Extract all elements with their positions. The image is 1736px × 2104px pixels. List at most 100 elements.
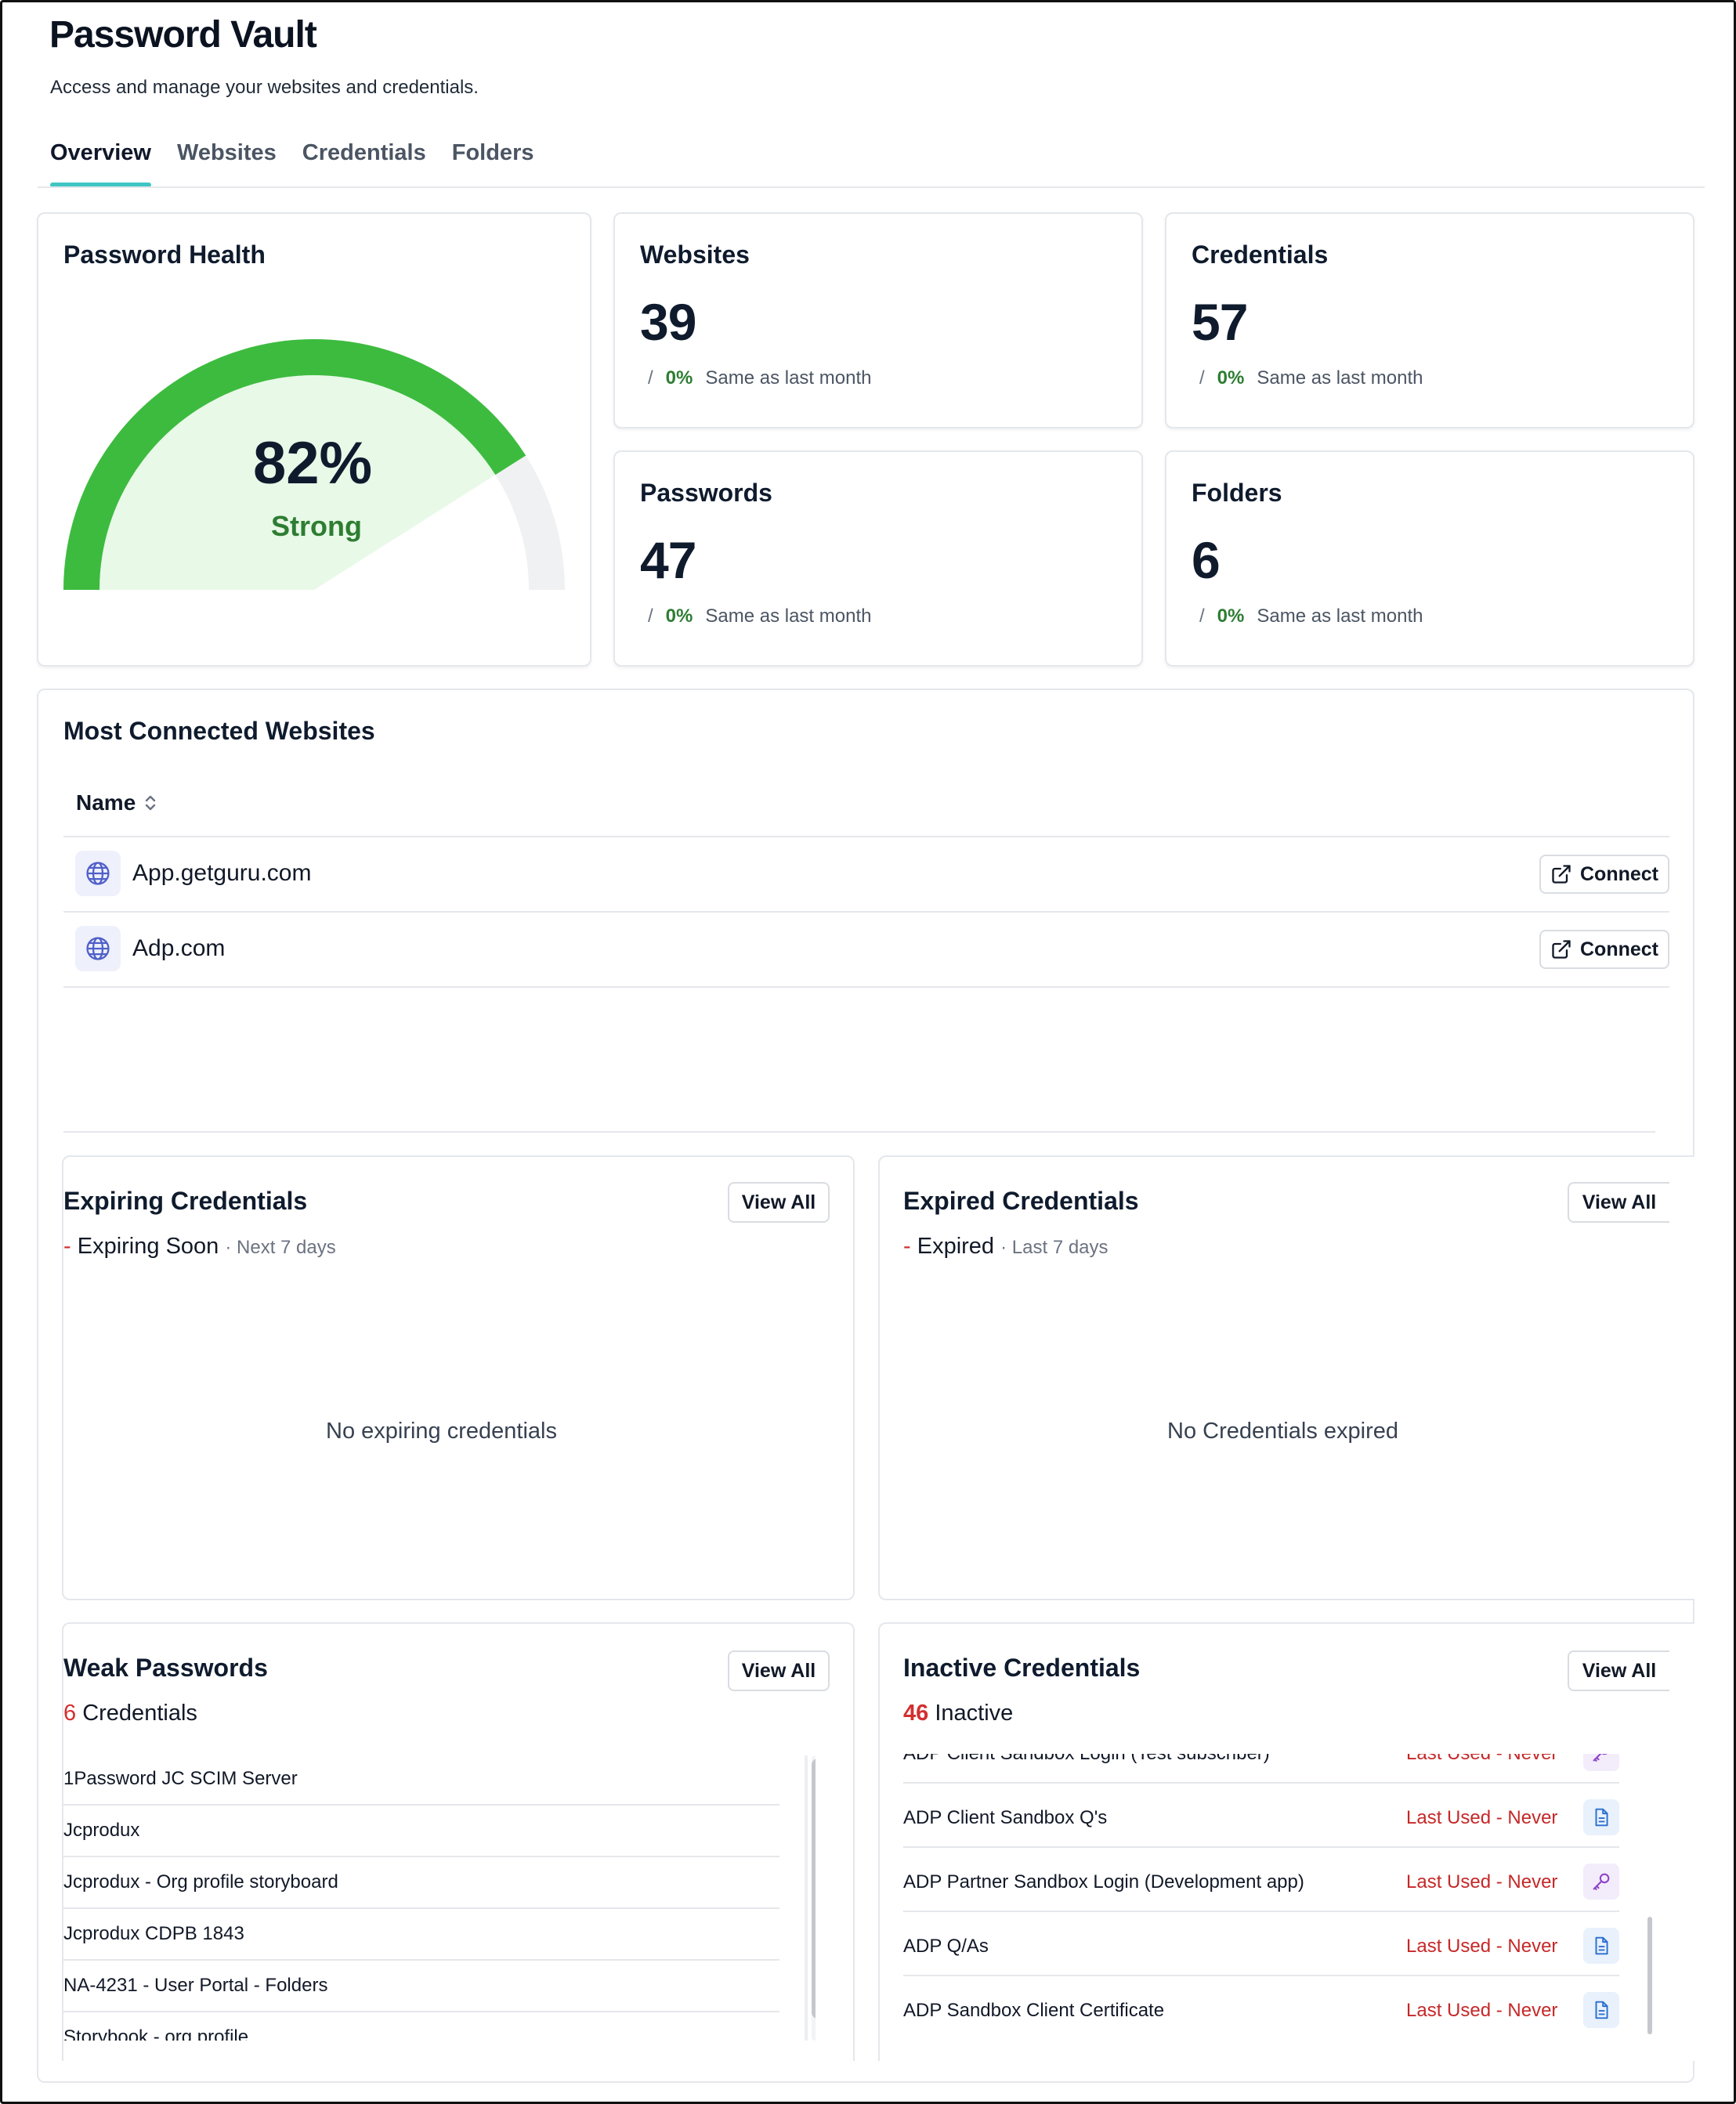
expired-view-all-button[interactable]: View All	[1568, 1182, 1669, 1223]
gauge-track-arc	[495, 455, 565, 591]
credentials-trend-pct: 0%	[1217, 367, 1245, 389]
list-item[interactable]: Jcprodux CDPB 1843	[63, 1923, 244, 1944]
table-row-divider	[63, 986, 1669, 988]
gauge-value-arc	[63, 339, 526, 591]
expired-label: Expired	[917, 1234, 995, 1259]
external-link-icon	[1552, 940, 1571, 959]
list-item[interactable]: Storybook - org profile	[63, 2026, 249, 2041]
tab-bar: Overview Websites Credentials Folders	[50, 140, 533, 187]
websites-trend: / 0% Same as last month	[648, 367, 871, 389]
credential-name: ADP Sandbox Client Certificate	[903, 2000, 1165, 2021]
inactive-credentials-title: Inactive Credentials	[903, 1654, 1141, 1682]
list-item[interactable]: Jcprodux - Org profile storyboard	[63, 1871, 338, 1893]
last-used-status: Last Used - Never	[1406, 1936, 1558, 1957]
inactive-view-all-button[interactable]: View All	[1568, 1650, 1669, 1691]
websites-stat-card[interactable]: Websites 39 / 0% Same as last month	[613, 212, 1143, 428]
view-all-label: View All	[741, 1191, 816, 1213]
weak-count: 6 Credentials	[63, 1701, 197, 1726]
document-icon[interactable]	[1583, 1992, 1619, 2028]
list-item[interactable]: ADP Q/As Last Used - Never	[903, 1928, 1619, 1965]
trend-flat-icon: /	[648, 367, 653, 389]
credential-name: ADP Client Sandbox Login (Test subscribe…	[903, 1754, 1270, 1765]
folders-trend-pct: 0%	[1217, 606, 1245, 627]
most-connected-title: Most Connected Websites	[63, 717, 375, 745]
trend-flat-icon: /	[1199, 367, 1205, 389]
name-column-header[interactable]: Name	[76, 790, 157, 815]
list-divider	[63, 2011, 779, 2012]
trend-flat-icon: /	[648, 606, 653, 627]
globe-icon	[75, 851, 121, 896]
list-item[interactable]: ADP Client Sandbox Login (Test subscribe…	[903, 1754, 1619, 1773]
view-all-label: View All	[1582, 1191, 1657, 1213]
document-icon[interactable]	[1583, 1928, 1619, 1964]
passwords-stat-value: 47	[640, 531, 696, 589]
folders-stat-title: Folders	[1192, 479, 1282, 507]
expiring-view-all-button[interactable]: View All	[728, 1182, 830, 1223]
list-item[interactable]: 1Password JC SCIM Server	[63, 1768, 298, 1789]
folders-stat-card[interactable]: Folders 6 / 0% Same as last month	[1165, 450, 1694, 667]
key-icon[interactable]	[1583, 1864, 1619, 1900]
trend-flat-icon: /	[1199, 606, 1205, 627]
expiring-subtitle: - Expiring Soon · Next 7 days	[63, 1234, 336, 1260]
expired-empty-state: No Credentials expired	[1167, 1419, 1398, 1444]
list-item[interactable]: Jcprodux	[63, 1820, 140, 1841]
globe-icon	[75, 926, 121, 971]
list-divider	[63, 1907, 779, 1909]
expiring-meta: · Next 7 days	[225, 1237, 336, 1258]
connect-button[interactable]: Connect	[1539, 855, 1669, 894]
health-percent: 82%	[253, 430, 373, 497]
last-used-status: Last Used - Never	[1406, 1871, 1558, 1893]
table-row-divider	[63, 911, 1669, 913]
scrollbar-track[interactable]	[805, 1755, 808, 2041]
inactive-credentials-list[interactable]: ADP Client Sandbox Login (Test subscribe…	[903, 1754, 1655, 2053]
weak-passwords-card	[62, 1622, 855, 2061]
list-item[interactable]: ADP Partner Sandbox Login (Development a…	[903, 1864, 1619, 1901]
website-name[interactable]: App.getguru.com	[132, 860, 312, 886]
credential-name: ADP Partner Sandbox Login (Development a…	[903, 1871, 1304, 1893]
list-divider	[903, 1782, 1619, 1784]
list-item[interactable]: ADP Sandbox Client Certificate Last Used…	[903, 1992, 1619, 2030]
health-gauge	[63, 339, 565, 591]
expired-subtitle: - Expired · Last 7 days	[903, 1234, 1109, 1260]
passwords-trend: / 0% Same as last month	[648, 606, 871, 627]
list-divider	[63, 1856, 779, 1857]
document-icon[interactable]	[1583, 1799, 1619, 1835]
tab-credentials[interactable]: Credentials	[302, 140, 426, 165]
connect-button[interactable]: Connect	[1539, 930, 1669, 969]
list-item[interactable]: NA-4231 - User Portal - Folders	[63, 1975, 328, 1996]
expired-credentials-title: Expired Credentials	[903, 1187, 1139, 1215]
expiring-credentials-card	[62, 1155, 855, 1600]
weak-passwords-list[interactable]: 1Password JC SCIM Server Jcprodux Jcprod…	[63, 1754, 816, 2041]
expired-meta: · Last 7 days	[1000, 1237, 1109, 1258]
inactive-count-value: 46	[903, 1701, 929, 1726]
credentials-stat-card[interactable]: Credentials 57 / 0% Same as last month	[1165, 212, 1694, 428]
credentials-trend: / 0% Same as last month	[1199, 367, 1423, 389]
page-title: Password Vault	[49, 14, 317, 56]
tab-websites[interactable]: Websites	[176, 140, 277, 165]
health-status: Strong	[271, 510, 362, 542]
name-column-label: Name	[76, 790, 136, 815]
scrollbar-thumb[interactable]	[812, 1759, 816, 2019]
expiring-label: Expiring Soon	[77, 1234, 219, 1259]
expired-credentials-card	[878, 1155, 1694, 1600]
list-item[interactable]: ADP Client Sandbox Q's Last Used - Never	[903, 1799, 1619, 1837]
dash-marker: -	[63, 1234, 71, 1259]
key-icon[interactable]	[1583, 1754, 1619, 1771]
expiring-empty-state: No expiring credentials	[326, 1419, 557, 1444]
scrollbar-thumb[interactable]	[1647, 1917, 1652, 2034]
section-divider	[63, 1131, 1655, 1133]
password-health-title: Password Health	[63, 240, 266, 269]
tab-overview[interactable]: Overview	[50, 140, 151, 187]
dash-marker: -	[903, 1234, 911, 1259]
last-used-status: Last Used - Never	[1406, 2000, 1558, 2021]
sort-icon[interactable]	[143, 793, 157, 813]
passwords-stat-card[interactable]: Passwords 47 / 0% Same as last month	[613, 450, 1143, 667]
weak-view-all-button[interactable]: View All	[728, 1650, 830, 1691]
view-all-label: View All	[1582, 1659, 1657, 1682]
list-divider	[903, 1911, 1619, 1912]
passwords-trend-note: Same as last month	[705, 606, 872, 627]
inactive-credentials-card	[878, 1622, 1694, 2061]
tab-folders[interactable]: Folders	[451, 140, 534, 165]
website-name[interactable]: Adp.com	[132, 935, 226, 961]
